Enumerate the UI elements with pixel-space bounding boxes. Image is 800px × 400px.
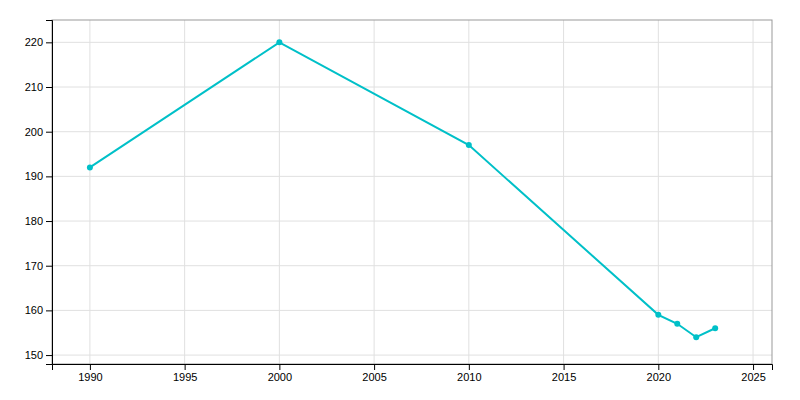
tick: 2025: [741, 364, 765, 383]
tick-mark: [46, 132, 52, 133]
tick-mark: [46, 87, 52, 88]
marker: [712, 325, 718, 331]
tick: 2020: [647, 364, 671, 383]
tick-label: 210: [25, 81, 43, 93]
tick-mark: [658, 364, 659, 370]
axis-line: [53, 365, 773, 371]
tick-label: 220: [25, 36, 43, 48]
marker: [276, 39, 282, 45]
grid-line: [52, 355, 772, 356]
grid: [52, 20, 772, 364]
marks: [87, 39, 718, 340]
tick-label: 2020: [647, 371, 671, 383]
tick-label: 200: [25, 126, 43, 138]
tick: 180: [25, 215, 52, 227]
y-axis: 150 160 170 180 190 200 210 220: [25, 21, 53, 365]
tick: 150: [25, 349, 52, 361]
marker: [466, 142, 472, 148]
grid-line: [753, 20, 754, 364]
tick: 210: [25, 81, 52, 93]
tick: 2005: [362, 364, 386, 383]
tick-mark: [185, 364, 186, 370]
grid-line: [89, 20, 90, 364]
plot-frame: [52, 20, 772, 364]
tick-label: 190: [25, 170, 43, 182]
tick-label: 2010: [457, 371, 481, 383]
tick-mark: [46, 42, 52, 43]
grid-line: [52, 42, 772, 43]
tick-label: 150: [25, 349, 43, 361]
marker: [674, 321, 680, 327]
tick-label: 1990: [78, 371, 102, 383]
marker: [87, 164, 93, 170]
tick-mark: [46, 266, 52, 267]
grid-line: [468, 20, 469, 364]
tick-label: 2015: [552, 371, 576, 383]
tick-label: 2000: [268, 371, 292, 383]
grid-line: [52, 221, 772, 222]
tick: 2015: [552, 364, 576, 383]
tick-mark: [279, 364, 280, 370]
axis-line: [46, 21, 53, 365]
tick-label: 2025: [741, 371, 765, 383]
grid-line: [52, 265, 772, 266]
grid-line: [52, 310, 772, 311]
tick: 170: [25, 260, 52, 272]
tick-label: 170: [25, 260, 43, 272]
tick-mark: [374, 364, 375, 370]
tick: 2010: [457, 364, 481, 383]
marker: [693, 334, 699, 340]
tick-mark: [753, 364, 754, 370]
tick-label: 180: [25, 215, 43, 227]
tick-mark: [46, 176, 52, 177]
grid-line: [184, 20, 185, 364]
tick: 2000: [268, 364, 292, 383]
tick-label: 2005: [362, 371, 386, 383]
tick-label: 160: [25, 304, 43, 316]
plot: 1990 1995 2000 2005 2010 2015 2020 2025 150 160 17…: [25, 20, 773, 383]
chart: 1990 1995 2000 2005 2010 2015 2020 2025 150 160 17…: [0, 0, 800, 400]
grid-line: [374, 20, 375, 364]
tick: 220: [25, 36, 52, 48]
tick: 1990: [78, 364, 102, 383]
grid-line: [52, 87, 772, 88]
tick: 190: [25, 170, 52, 182]
marker: [655, 312, 661, 318]
tick-mark: [469, 364, 470, 370]
grid-line: [563, 20, 564, 364]
tick-mark: [90, 364, 91, 370]
tick-mark: [46, 310, 52, 311]
grid-line: [279, 20, 280, 364]
grid-line: [52, 176, 772, 177]
tick: 160: [25, 304, 52, 316]
tick-mark: [46, 355, 52, 356]
tick-label: 1995: [173, 371, 197, 383]
tick-mark: [46, 221, 52, 222]
tick-mark: [564, 364, 565, 370]
tick: 200: [25, 126, 52, 138]
line: [90, 42, 715, 337]
x-axis: 1990 1995 2000 2005 2010 2015 2020 2025: [53, 364, 773, 383]
tick: 1995: [173, 364, 197, 383]
grid-line: [52, 131, 772, 132]
